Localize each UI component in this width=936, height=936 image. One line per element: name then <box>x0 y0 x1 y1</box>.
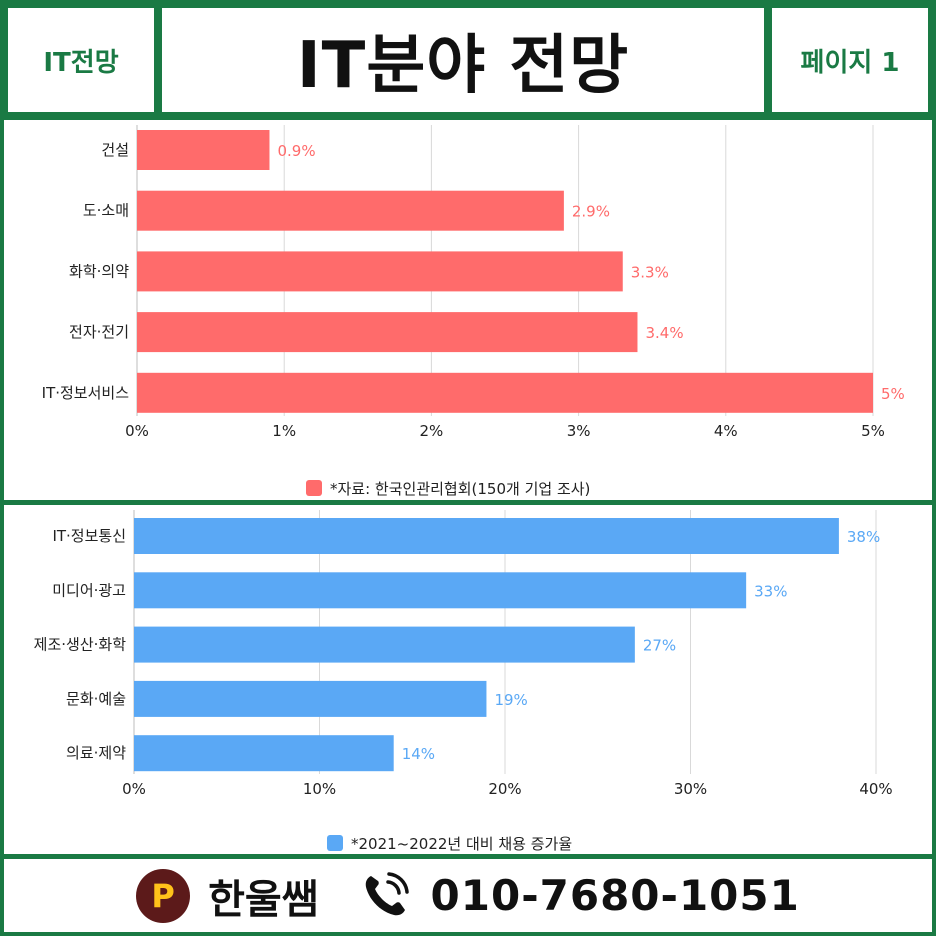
chart-1: 0% 1% 2% 3% 4% 5% 건설 0.9% 도·소매 2.9% 화학·의약 3.3% 전자·전기… <box>42 125 905 498</box>
bar <box>134 626 635 663</box>
chart-panel-1: 0% 1% 2% 3% 4% 5% 건설 0.9% 도·소매 2.9% 화학·의약 3.3% 전자·전기… <box>4 116 932 505</box>
data-label: 19% <box>494 691 527 709</box>
x-tick-label: 10% <box>303 780 336 798</box>
header-title-box: IT분야 전망 <box>158 4 768 116</box>
bar <box>137 130 270 170</box>
bar <box>134 518 839 554</box>
data-label: 5% <box>881 385 905 403</box>
bar <box>134 680 487 717</box>
x-tick-label: 0% <box>125 422 149 440</box>
x-tick-label: 20% <box>488 780 521 798</box>
data-label: 0.9% <box>277 142 315 160</box>
legend-entry: *2021~2022년 대비 채용 증가율 <box>351 835 572 853</box>
header-right-box: 페이지 1 <box>768 4 932 116</box>
x-tick-label: 1% <box>272 422 296 440</box>
category-label: 의료·제약 <box>66 744 126 762</box>
category-label: 건설 <box>101 141 129 159</box>
x-tick-label: 2% <box>420 422 444 440</box>
category-label: IT·정보통신 <box>52 527 126 545</box>
bar <box>137 372 873 413</box>
data-label: 3.3% <box>631 263 669 281</box>
footer: P 한울쌤 010-7680-1051 <box>4 859 932 932</box>
data-label: 27% <box>643 637 676 655</box>
bar <box>137 312 638 353</box>
data-label: 14% <box>402 745 435 763</box>
p-logo-icon: P <box>136 868 191 923</box>
category-label: 전자·전기 <box>69 323 129 341</box>
chart-2: 0% 10% 20% 30% 40% IT·정보통신 38% 미디어·광고 33% 제조·생산·화… <box>34 510 893 853</box>
chart-panel-2: 0% 10% 20% 30% 40% IT·정보통신 38% 미디어·광고 33% 제조·생산·화… <box>4 505 932 859</box>
category-label: IT·정보서비스 <box>42 384 130 402</box>
bar <box>137 251 623 292</box>
page-number-label: 페이지 1 <box>800 47 900 78</box>
x-tick-label: 40% <box>859 780 892 798</box>
footer-phone: 010-7680-1051 <box>430 871 800 920</box>
logo-letter: P <box>151 876 175 915</box>
phone-icon <box>365 871 409 915</box>
data-label: 33% <box>754 582 787 600</box>
data-label: 3.4% <box>645 324 683 342</box>
bar <box>134 572 747 609</box>
bar <box>137 190 564 231</box>
x-tick-label: 3% <box>567 422 591 440</box>
x-tick-label: 0% <box>122 780 146 798</box>
data-label: 2.9% <box>572 203 610 221</box>
legend-swatch <box>327 835 343 851</box>
category-label: 문화·예술 <box>66 690 126 708</box>
header-left-box: IT전망 <box>4 4 158 116</box>
legend-swatch <box>306 480 322 496</box>
category-label: 미디어·광고 <box>52 581 126 599</box>
footer-name: 한울쌤 <box>208 876 319 923</box>
page-title: IT분야 전망 <box>296 29 630 103</box>
bar <box>134 735 394 772</box>
x-tick-label: 30% <box>674 780 707 798</box>
legend-entry: *자료: 한국인관리협회(150개 기업 조사) <box>330 480 590 498</box>
x-tick-label: 5% <box>861 422 885 440</box>
category-label: 도·소매 <box>83 202 129 220</box>
data-label: 38% <box>847 528 880 546</box>
category-label: 제조·생산·화학 <box>34 636 127 654</box>
header-left-label: IT전망 <box>43 47 119 78</box>
x-tick-label: 4% <box>714 422 738 440</box>
category-label: 화학·의약 <box>69 262 129 280</box>
